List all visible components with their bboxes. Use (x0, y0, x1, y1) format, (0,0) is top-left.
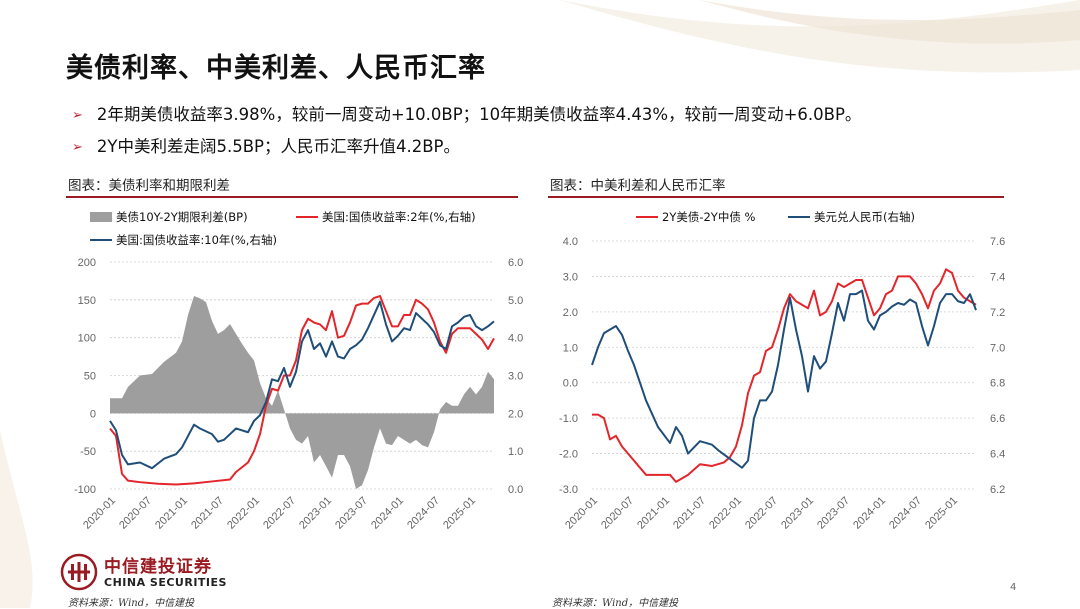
caption-divider (66, 196, 518, 198)
x-tick-label: 2023-01 (779, 495, 816, 532)
y-right-tick-label: 2.0 (508, 408, 523, 420)
x-tick-label: 2020-01 (563, 495, 600, 532)
legend-label: 2Y美债-2Y中债 % (662, 210, 756, 224)
y-right-tick-label: 1.0 (508, 446, 523, 458)
x-tick-label: 2022-07 (261, 495, 298, 532)
legend-label: 美元兑人民币(右轴) (814, 210, 915, 224)
legend-item-10y: 美国:国债收益率:10年(%,右轴) (90, 232, 277, 248)
series-area-term-spread (110, 296, 494, 489)
x-tick-label: 2025-01 (441, 495, 478, 532)
y-right-tick-label: 4.0 (508, 333, 523, 345)
series-line-2 (109, 300, 495, 470)
legend-item-cn-us-spread: 2Y美债-2Y中债 % (636, 209, 755, 225)
legend-item-usdcny: 美元兑人民币(右轴) (788, 209, 915, 225)
x-tick-label: 2023-01 (297, 495, 334, 532)
x-tick-label: 2022-01 (225, 495, 262, 532)
bullet-text: 2年期美债收益率3.98%，较前一周变动+10.0BP；10年期美债收益率4.4… (96, 105, 862, 124)
legend-label: 美债10Y-2Y期限利差(BP) (116, 210, 248, 224)
y-right-tick-label: 3.0 (508, 371, 523, 383)
y-left-tick-label: 50 (84, 371, 96, 383)
x-tick-label: 2024-01 (851, 495, 888, 532)
bullet-item: ➢ 2年期美债收益率3.98%，较前一周变动+10.0BP；10年期美债收益率4.… (72, 101, 861, 125)
cn-us-spread-fx-chart: 4.0 3.0 2.0 1.0 0.0 -1.0 -2.0 -3.0 7.6 7.4 7.2 7.0 6… (559, 236, 1005, 532)
y-right-tick-label: 5.0 (508, 295, 523, 307)
y-left-tick-label: -50 (80, 446, 96, 458)
legend-swatch (296, 216, 318, 218)
chart-caption-left: 图表：美债利率和期限利差 (68, 178, 230, 194)
caption-divider (548, 196, 1004, 198)
y-right-tick-label: 7.2 (990, 307, 1005, 319)
x-tick-label: 2023-07 (333, 495, 370, 532)
y-left-tick-label: 100 (78, 333, 96, 345)
y-right-tick-label: 6.8 (990, 378, 1005, 390)
y-left-tick-label: 200 (78, 257, 96, 269)
y-right-tick-label: 7.0 (990, 342, 1005, 354)
bullet-arrow-icon: ➢ (72, 140, 83, 155)
x-tick-label: 2025-01 (923, 495, 960, 532)
treasury-yield-chart: 200 150 100 50 0 -50 -100 6.0 5.0 4.0 3.0 2.0 1.0 0.0… (74, 257, 523, 532)
x-tick-label: 2021-07 (189, 495, 226, 532)
series-line-1 (109, 295, 495, 486)
x-tick-label: 2024-07 (405, 495, 442, 532)
y-left-tick-label: 0 (90, 408, 96, 420)
x-tick-label: 2020-07 (117, 495, 154, 532)
bullet-item: ➢ 2Y中美利差走阔5.5BP；人民币汇率升值4.2BP。 (72, 133, 460, 157)
brand-name-cn: 中信建投证券 (104, 557, 212, 577)
citic-securities-logo (60, 553, 98, 591)
series-line-1 (591, 289, 977, 469)
y-right-tick-label: 7.4 (990, 271, 1005, 283)
legend-swatch (636, 216, 658, 218)
x-tick-label: 2022-07 (743, 495, 780, 532)
legend-label: 美国:国债收益率:10年(%,右轴) (116, 233, 277, 247)
x-tick-label: 2021-07 (671, 495, 708, 532)
chart-caption-right: 图表：中美利差和人民币汇率 (550, 178, 726, 194)
x-tick-label: 2020-07 (599, 495, 636, 532)
x-tick-label: 2024-07 (887, 495, 924, 532)
y-right-tick-label: 6.6 (990, 413, 1005, 425)
y-left-tick-label: -1.0 (559, 413, 578, 425)
x-tick-label: 2024-01 (369, 495, 406, 532)
y-right-tick-label: 6.0 (508, 257, 523, 269)
bullet-arrow-icon: ➢ (72, 108, 83, 123)
x-tick-label: 2021-01 (635, 495, 672, 532)
y-right-tick-label: 6.2 (990, 484, 1005, 496)
legend-swatch (90, 239, 112, 241)
brand-name-en: CHINA SECURITIES (104, 576, 227, 589)
x-tick-label: 2020-01 (81, 495, 118, 532)
y-left-tick-label: 1.0 (563, 342, 578, 354)
y-left-tick-label: 2.0 (563, 307, 578, 319)
legend-swatch (90, 212, 112, 222)
y-left-tick-label: 150 (78, 295, 96, 307)
page-title: 美债利率、中美利差、人民币汇率 (66, 53, 486, 84)
y-right-tick-label: 6.4 (990, 449, 1005, 461)
y-left-tick-label: 4.0 (563, 236, 578, 248)
x-tick-label: 2022-01 (707, 495, 744, 532)
x-tick-label: 2021-01 (153, 495, 190, 532)
x-tick-label: 2023-07 (815, 495, 852, 532)
page-number: 4 (1010, 582, 1017, 593)
legend-item-spread: 美债10Y-2Y期限利差(BP) (90, 209, 248, 225)
y-left-tick-label: 3.0 (563, 271, 578, 283)
y-left-tick-label: 0.0 (563, 378, 578, 390)
y-left-tick-label: -3.0 (559, 484, 578, 496)
y-left-tick-label: -100 (74, 484, 96, 496)
y-right-tick-label: 7.6 (990, 236, 1005, 248)
legend-swatch (788, 216, 810, 218)
bullet-text: 2Y中美利差走阔5.5BP；人民币汇率升值4.2BP。 (96, 137, 461, 156)
source-note-right: 资料来源：Wind，中信建投 (552, 598, 679, 609)
legend-item-2y: 美国:国债收益率:2年(%,右轴) (296, 209, 476, 225)
legend-label: 美国:国债收益率:2年(%,右轴) (322, 210, 476, 224)
y-left-tick-label: -2.0 (559, 449, 578, 461)
source-note-left: 资料来源：Wind，中信建投 (68, 598, 195, 609)
y-right-tick-label: 0.0 (508, 484, 523, 496)
series-line-0 (592, 268, 977, 483)
